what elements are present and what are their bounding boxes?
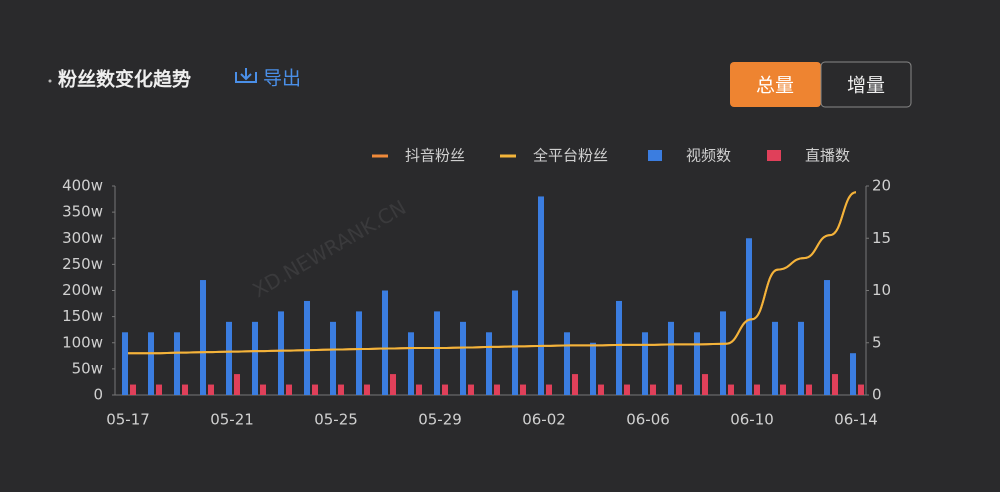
bar bbox=[564, 332, 570, 395]
bar bbox=[408, 332, 414, 395]
export-button[interactable]: 导出 bbox=[235, 68, 301, 90]
bar bbox=[200, 280, 206, 395]
toggle-increment-label[interactable]: 增量 bbox=[847, 75, 885, 97]
legend-label: 抖音粉丝 bbox=[405, 147, 465, 165]
export-icon bbox=[235, 68, 257, 83]
bar bbox=[642, 332, 648, 395]
bar bbox=[798, 321, 804, 395]
bar bbox=[122, 332, 128, 395]
bar bbox=[252, 321, 258, 395]
x-tick-label: 06-02 bbox=[522, 411, 566, 429]
line bbox=[127, 191, 857, 355]
x-tick-label: 05-25 bbox=[314, 411, 358, 429]
bar bbox=[148, 332, 154, 395]
y-tick-label: 100w bbox=[62, 333, 103, 351]
y-tick-label: 250w bbox=[62, 255, 103, 273]
title-dot bbox=[48, 79, 52, 83]
bar bbox=[546, 384, 552, 395]
x-tick-label: 06-06 bbox=[626, 411, 670, 429]
bar bbox=[130, 384, 136, 395]
bar bbox=[676, 384, 682, 395]
bar bbox=[780, 384, 786, 395]
bar bbox=[720, 311, 726, 395]
bar bbox=[616, 300, 622, 395]
bar bbox=[694, 332, 700, 395]
bar bbox=[850, 353, 856, 395]
y-tick-label: 200w bbox=[62, 281, 103, 299]
bar bbox=[382, 290, 388, 395]
legend-icon bbox=[648, 150, 662, 161]
bar bbox=[364, 384, 370, 395]
bar bbox=[702, 374, 708, 395]
bar bbox=[624, 384, 630, 395]
bar bbox=[494, 384, 500, 395]
bar bbox=[598, 384, 604, 395]
bar bbox=[260, 384, 266, 395]
bar bbox=[824, 280, 830, 395]
bar bbox=[590, 342, 596, 395]
bar bbox=[434, 311, 440, 395]
bar bbox=[208, 384, 214, 395]
chart-title: 粉丝数变化趋势 bbox=[58, 68, 191, 91]
bar bbox=[286, 384, 292, 395]
bar bbox=[468, 384, 474, 395]
bar bbox=[356, 311, 362, 395]
y2-tick-label: 0 bbox=[872, 386, 882, 404]
legend-label: 全平台粉丝 bbox=[533, 147, 608, 165]
bar bbox=[772, 321, 778, 395]
export-label[interactable]: 导出 bbox=[263, 68, 301, 90]
bar bbox=[234, 374, 240, 395]
y-tick-label: 150w bbox=[62, 307, 103, 325]
bar bbox=[460, 321, 466, 395]
y-tick-label: 300w bbox=[62, 229, 103, 247]
y-tick-label: 50w bbox=[72, 359, 103, 377]
bar bbox=[226, 321, 232, 395]
bar bbox=[650, 384, 656, 395]
bar bbox=[572, 374, 578, 395]
y2-tick-label: 5 bbox=[872, 333, 882, 351]
legend-label: 视频数 bbox=[686, 147, 731, 165]
x-tick-label: 05-17 bbox=[106, 411, 150, 429]
x-tick-label: 06-10 bbox=[730, 411, 774, 429]
x-tick-label: 05-21 bbox=[210, 411, 254, 429]
bar bbox=[390, 374, 396, 395]
bar bbox=[512, 290, 518, 395]
bar bbox=[442, 384, 448, 395]
bar bbox=[174, 332, 180, 395]
bar bbox=[156, 384, 162, 395]
bar bbox=[182, 384, 188, 395]
bar bbox=[486, 332, 492, 395]
bar bbox=[754, 384, 760, 395]
x-tick-label: 06-14 bbox=[834, 411, 878, 429]
legend-icon bbox=[767, 150, 781, 161]
toggle-increment[interactable] bbox=[820, 61, 912, 108]
bar bbox=[538, 196, 544, 395]
bar bbox=[858, 384, 864, 395]
bar bbox=[338, 384, 344, 395]
toggle-total[interactable] bbox=[730, 62, 821, 107]
bar bbox=[728, 384, 734, 395]
bar bbox=[304, 300, 310, 395]
bar bbox=[312, 384, 318, 395]
y-tick-label: 0 bbox=[93, 386, 103, 404]
toggle-total-label[interactable]: 总量 bbox=[756, 75, 794, 97]
y2-tick-label: 15 bbox=[872, 229, 891, 247]
bar bbox=[520, 384, 526, 395]
bar bbox=[832, 374, 838, 395]
y-tick-label: 350w bbox=[62, 203, 103, 221]
bar bbox=[668, 321, 674, 395]
bar bbox=[330, 321, 336, 395]
bar bbox=[806, 384, 812, 395]
bar bbox=[278, 311, 284, 395]
y-tick-label: 400w bbox=[62, 177, 103, 195]
bar bbox=[416, 384, 422, 395]
bar bbox=[746, 238, 752, 395]
x-tick-label: 05-29 bbox=[418, 411, 462, 429]
y2-tick-label: 20 bbox=[872, 177, 891, 195]
legend-label: 直播数 bbox=[805, 147, 850, 165]
y2-tick-label: 10 bbox=[872, 281, 891, 299]
